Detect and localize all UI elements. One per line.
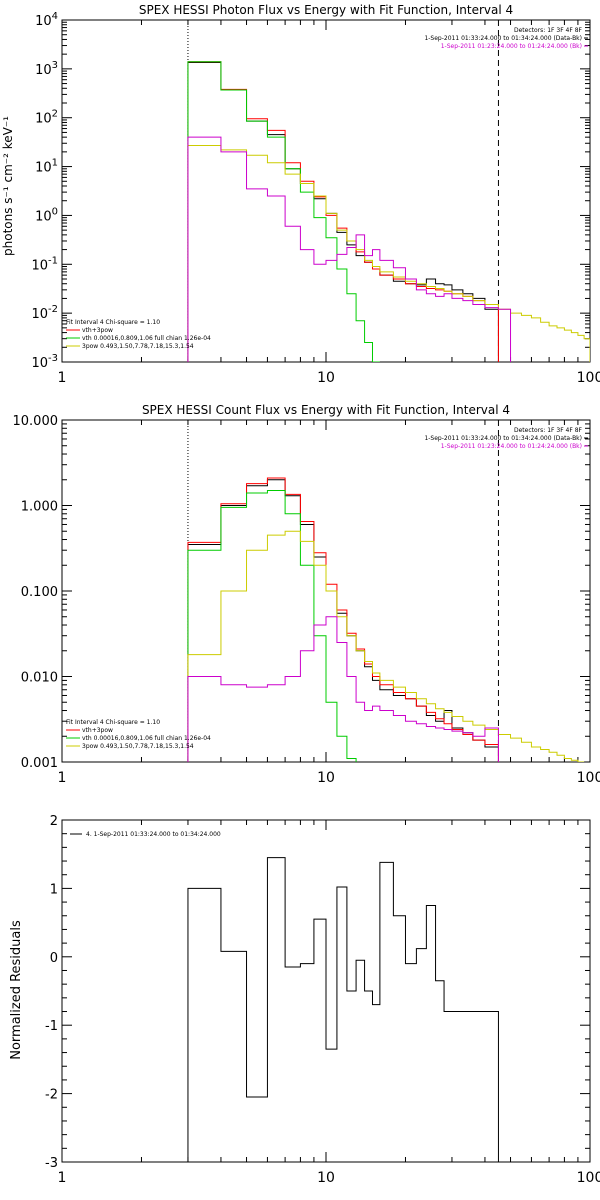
legend-bottom-left-item: vth 0.00016,0.809,1.06 full chian 1.26e-… bbox=[82, 735, 211, 742]
photon-flux-title: SPEX HESSI Photon Flux vs Energy with Fi… bbox=[139, 3, 513, 17]
legend-top-right-item: 1-Sep-2011 01:23:24.000 to 01:24:24.000 … bbox=[441, 443, 582, 450]
series-3-histogram bbox=[187, 530, 585, 762]
series-0-histogram bbox=[187, 857, 499, 1162]
x-tick-label: 1 bbox=[58, 770, 67, 786]
series-2-histogram bbox=[187, 61, 380, 362]
y-tick-label: 104 bbox=[35, 11, 58, 29]
x-tick-label: 100 bbox=[577, 370, 600, 386]
y-tick-label: 101 bbox=[35, 158, 58, 176]
series-4-histogram bbox=[187, 616, 499, 762]
x-tick-label: 100 bbox=[577, 1170, 600, 1186]
residuals-panel: Normalized Residuals 1 10 100 -3 -2 -1 0 1 2 4. 1… bbox=[9, 814, 600, 1186]
y-tick-label: 0 bbox=[50, 951, 58, 966]
series-3-histogram bbox=[187, 144, 590, 362]
series-1-histogram bbox=[187, 61, 499, 362]
x-tick-label: 100 bbox=[577, 770, 600, 786]
legend-bottom-left-item: Fit Interval 4 Chi-square = 1.10 bbox=[66, 319, 160, 326]
x-tick-label: 10 bbox=[317, 370, 335, 386]
legend-top-right-item: Detectors: 1F 3F 4F 8F bbox=[514, 427, 583, 434]
photon-flux-panel: SPEX HESSI Photon Flux vs Energy with Fi… bbox=[1, 3, 600, 386]
y-tick-label: 0.100 bbox=[21, 585, 58, 600]
series-0-histogram bbox=[187, 479, 499, 762]
y-tick-label: 2 bbox=[50, 814, 58, 829]
series-group bbox=[187, 857, 499, 1162]
legend-top-left-item: 4. 1-Sep-2011 01:33:24.000 to 01:34:24.0… bbox=[86, 831, 221, 838]
y-tick-label: -2 bbox=[45, 1088, 58, 1103]
count-flux-title: SPEX HESSI Count Flux vs Energy with Fit… bbox=[142, 403, 510, 417]
legend-bottom-left-item: vth+3pow bbox=[82, 327, 113, 334]
count-flux-panel: SPEX HESSI Count Flux vs Energy with Fit… bbox=[13, 403, 600, 786]
legend-top-right-item: 1-Sep-2011 01:33:24.000 to 01:34:24.000 … bbox=[424, 435, 582, 442]
y-tick-label: 10.000 bbox=[13, 414, 59, 429]
series-4-histogram bbox=[187, 136, 512, 362]
legend-top-right-item: 1-Sep-2011 01:33:24.000 to 01:34:24.000 … bbox=[424, 35, 582, 42]
series-2-histogram bbox=[187, 489, 357, 762]
legend-bottom-left-item: Fit Interval 4 Chi-square = 1.10 bbox=[66, 719, 160, 726]
x-tick-label: 10 bbox=[317, 770, 335, 786]
photon-flux-y-axis-label: photons s⁻¹ cm⁻² keV⁻¹ bbox=[1, 116, 15, 256]
x-tick-label: 1 bbox=[58, 1170, 67, 1186]
y-tick-label: 1 bbox=[50, 882, 58, 897]
x-tick-label: 10 bbox=[317, 1170, 335, 1186]
residuals-y-axis-label: Normalized Residuals bbox=[9, 920, 24, 1060]
series-group bbox=[187, 477, 585, 762]
series-group bbox=[187, 61, 590, 362]
legend-bottom-left-item: 3pow 0.493,1.50,7.78,7.18,15.3,1.54 bbox=[82, 743, 194, 750]
legend-top-right-item: 1-Sep-2011 01:23:24.000 to 01:24:24.000 … bbox=[441, 43, 582, 50]
y-tick-label: 0.001 bbox=[21, 756, 58, 771]
y-tick-label: 103 bbox=[35, 60, 58, 78]
y-tick-label: 10-2 bbox=[31, 304, 58, 322]
x-tick-label: 1 bbox=[58, 370, 67, 386]
series-0-histogram bbox=[187, 61, 499, 362]
legend-bottom-left-item: vth 0.00016,0.809,1.06 full chian 1.26e-… bbox=[82, 335, 211, 342]
legend-bottom-left-item: vth+3pow bbox=[82, 727, 113, 734]
legend-top-right-item: Detectors: 1F 3F 4F 8F bbox=[514, 27, 583, 34]
y-tick-label: 0.010 bbox=[21, 671, 58, 686]
y-tick-label: 10-1 bbox=[31, 255, 58, 273]
y-tick-label: -3 bbox=[45, 1156, 58, 1171]
legend-bottom-left-item: 3pow 0.493,1.50,7.78,7.18,15.3,1.54 bbox=[82, 343, 194, 350]
y-tick-label: 100 bbox=[35, 206, 58, 224]
y-tick-label: 102 bbox=[35, 109, 58, 127]
y-tick-label: -1 bbox=[45, 1019, 58, 1034]
y-tick-label: 10-3 bbox=[31, 353, 58, 371]
y-tick-label: 1.000 bbox=[21, 500, 58, 515]
